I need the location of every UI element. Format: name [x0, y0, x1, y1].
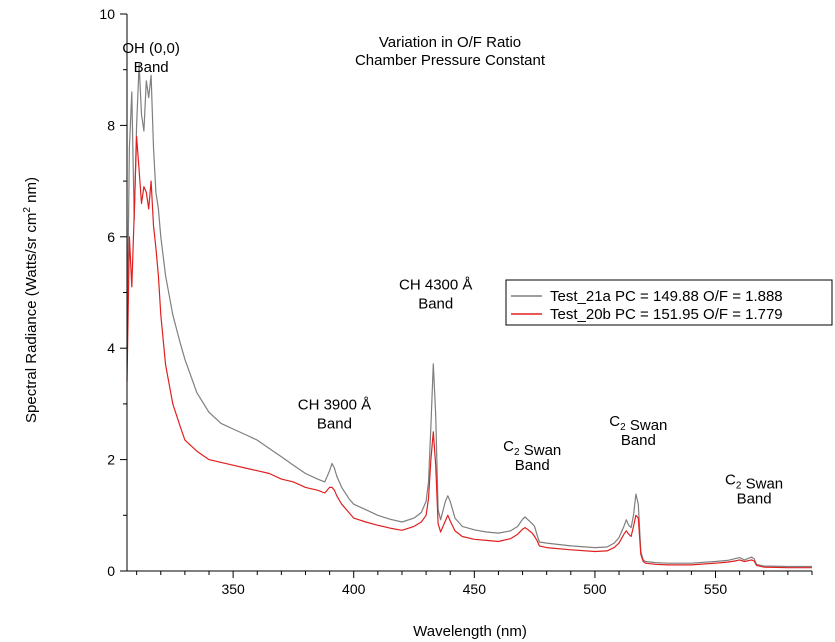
annotation-text: C — [725, 472, 736, 489]
annotation-oh: OH (0,0) Band — [122, 40, 180, 76]
annotation-text: Band — [515, 457, 550, 474]
annotation-text: Band — [317, 415, 352, 432]
axes: 350 400 450 500 550 0 2 4 6 8 10 — [99, 6, 813, 597]
x-tick-label-450: 450 — [463, 581, 487, 597]
annotation-text: Band — [418, 296, 453, 313]
y-axis-title-sup: 2 — [22, 207, 33, 213]
annotation-text: Swan — [626, 417, 668, 434]
y-tick-label-2: 2 — [107, 452, 115, 468]
y-tick-label-6: 6 — [107, 229, 115, 245]
annotation-text: Band — [134, 59, 169, 76]
y-axis-title: Spectral Radiance (Watts/sr cm2 nm) — [22, 177, 40, 423]
annotation-ch4300: CH 4300 Å Band — [399, 277, 472, 313]
annotation-ch3900: CH 3900 Å Band — [298, 396, 371, 432]
annotation-text: 2 — [736, 481, 742, 492]
y-tick-label-0: 0 — [107, 563, 115, 579]
legend-label-test-21a: Test_21a PC = 149.88 O/F = 1.888 — [550, 288, 783, 305]
x-tick-label-400: 400 — [342, 581, 366, 597]
annotation-text: Band — [737, 491, 772, 508]
annotation-swan2: C2 Swan Band — [609, 413, 667, 449]
y-tick-label-4: 4 — [107, 340, 115, 356]
x-tick-label-500: 500 — [583, 581, 607, 597]
annotation-text: C — [503, 438, 514, 455]
y-tick-label-10: 10 — [99, 6, 115, 22]
series-line-1 — [126, 135, 812, 569]
annotation-text: OH (0,0) — [122, 40, 180, 57]
plot-lines — [126, 63, 812, 569]
annotation-text: 2 — [514, 447, 520, 458]
annotation-swan3: C2 Swan Band — [725, 472, 783, 508]
annotation-text: 2 — [620, 422, 626, 433]
annotation-text: CH 3900 Å — [298, 396, 371, 413]
annotation-swan1: C2 Swan Band — [503, 438, 561, 474]
annotation-text: Swan — [741, 476, 783, 493]
legend-box — [505, 279, 833, 326]
x-axis-title: Wavelength (nm) — [413, 623, 527, 640]
y-tick-label-8: 8 — [107, 117, 115, 133]
legend: Test_21a PC = 149.88 O/F = 1.888 Test_20… — [505, 279, 833, 326]
annotation-text: Band — [621, 432, 656, 449]
y-axis-title-main: Spectral Radiance (Watts/sr cm — [23, 213, 40, 423]
chart-title-line-2: Chamber Pressure Constant — [355, 52, 546, 69]
annotation-text: CH 4300 Å — [399, 277, 472, 294]
x-tick-label-350: 350 — [221, 581, 245, 597]
annotation-text: Swan — [520, 442, 562, 459]
legend-label-test-20b: Test_20b PC = 151.95 O/F = 1.779 — [550, 306, 783, 323]
chart-title-line-1: Variation in O/F Ratio — [379, 34, 521, 51]
annotation-text: C — [609, 413, 620, 430]
x-tick-label-550: 550 — [704, 581, 728, 597]
y-axis-title-end: nm) — [23, 177, 40, 207]
